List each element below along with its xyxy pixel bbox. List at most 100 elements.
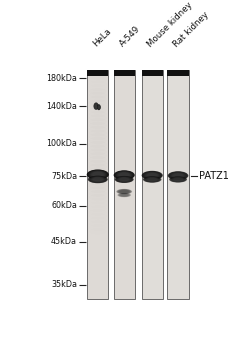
Ellipse shape xyxy=(119,194,129,197)
Ellipse shape xyxy=(87,169,109,180)
Ellipse shape xyxy=(91,171,105,178)
Ellipse shape xyxy=(91,172,104,178)
Ellipse shape xyxy=(171,177,186,182)
Ellipse shape xyxy=(171,177,185,182)
Ellipse shape xyxy=(116,189,132,194)
Ellipse shape xyxy=(116,172,132,179)
Ellipse shape xyxy=(120,194,128,196)
Ellipse shape xyxy=(115,176,133,183)
Ellipse shape xyxy=(143,172,161,179)
Ellipse shape xyxy=(117,177,131,182)
Ellipse shape xyxy=(115,171,133,179)
Ellipse shape xyxy=(144,176,161,182)
Ellipse shape xyxy=(118,189,130,194)
Text: 60kDa: 60kDa xyxy=(51,201,77,210)
Text: PATZ1: PATZ1 xyxy=(199,171,228,181)
Ellipse shape xyxy=(145,177,160,182)
Ellipse shape xyxy=(118,177,130,182)
Ellipse shape xyxy=(173,177,183,181)
Ellipse shape xyxy=(95,104,97,108)
Ellipse shape xyxy=(168,171,188,180)
Ellipse shape xyxy=(94,103,98,109)
Ellipse shape xyxy=(142,171,163,180)
Bar xyxy=(114,70,135,76)
Ellipse shape xyxy=(98,105,100,109)
Text: 140kDa: 140kDa xyxy=(46,102,77,111)
Ellipse shape xyxy=(118,172,130,178)
Ellipse shape xyxy=(148,178,157,181)
Ellipse shape xyxy=(94,104,98,109)
Text: HeLa: HeLa xyxy=(91,27,113,49)
Ellipse shape xyxy=(119,173,129,178)
Ellipse shape xyxy=(115,176,134,183)
Bar xyxy=(87,70,108,299)
Ellipse shape xyxy=(97,105,100,110)
Bar xyxy=(87,70,108,76)
Ellipse shape xyxy=(90,176,105,182)
Ellipse shape xyxy=(145,172,159,178)
Bar xyxy=(168,70,189,76)
Bar xyxy=(142,70,163,76)
Ellipse shape xyxy=(88,176,108,183)
Ellipse shape xyxy=(143,176,161,183)
Text: Rat kidney: Rat kidney xyxy=(172,10,211,49)
Ellipse shape xyxy=(116,176,132,182)
Ellipse shape xyxy=(95,104,98,108)
Text: 45kDa: 45kDa xyxy=(51,237,77,246)
Ellipse shape xyxy=(93,102,99,110)
Ellipse shape xyxy=(118,193,131,197)
Ellipse shape xyxy=(118,193,130,197)
Ellipse shape xyxy=(145,177,159,182)
Text: Mouse kidney: Mouse kidney xyxy=(146,0,194,49)
Ellipse shape xyxy=(94,103,98,109)
Ellipse shape xyxy=(94,103,99,110)
Ellipse shape xyxy=(90,176,106,183)
Ellipse shape xyxy=(98,105,100,109)
Ellipse shape xyxy=(117,189,132,194)
Ellipse shape xyxy=(117,193,131,197)
Ellipse shape xyxy=(142,171,162,180)
Ellipse shape xyxy=(92,177,104,182)
Ellipse shape xyxy=(90,171,106,178)
Ellipse shape xyxy=(88,170,108,179)
Text: 75kDa: 75kDa xyxy=(51,172,77,181)
Ellipse shape xyxy=(174,178,182,181)
Ellipse shape xyxy=(170,172,186,179)
Ellipse shape xyxy=(91,177,104,182)
Ellipse shape xyxy=(98,106,100,109)
Ellipse shape xyxy=(93,177,103,181)
Ellipse shape xyxy=(97,105,100,110)
Ellipse shape xyxy=(97,104,101,110)
Ellipse shape xyxy=(114,170,135,180)
Bar xyxy=(168,70,189,299)
Ellipse shape xyxy=(114,171,134,180)
Ellipse shape xyxy=(173,173,183,178)
Ellipse shape xyxy=(119,177,130,182)
Ellipse shape xyxy=(92,172,103,177)
Ellipse shape xyxy=(120,194,129,197)
Ellipse shape xyxy=(172,177,184,182)
Bar xyxy=(142,70,163,299)
Ellipse shape xyxy=(146,173,158,178)
Ellipse shape xyxy=(170,177,186,182)
Ellipse shape xyxy=(169,172,187,180)
Text: 180kDa: 180kDa xyxy=(46,74,77,83)
Text: A-549: A-549 xyxy=(118,25,142,49)
Ellipse shape xyxy=(144,172,160,179)
Ellipse shape xyxy=(147,177,158,181)
Ellipse shape xyxy=(97,105,100,110)
Ellipse shape xyxy=(120,177,129,181)
Ellipse shape xyxy=(171,173,185,179)
Bar xyxy=(114,70,135,299)
Ellipse shape xyxy=(119,190,129,194)
Text: 35kDa: 35kDa xyxy=(51,280,77,289)
Ellipse shape xyxy=(169,172,187,180)
Ellipse shape xyxy=(120,190,129,193)
Ellipse shape xyxy=(147,173,157,178)
Text: 100kDa: 100kDa xyxy=(46,139,77,148)
Ellipse shape xyxy=(89,170,107,179)
Ellipse shape xyxy=(117,172,131,178)
Ellipse shape xyxy=(172,173,184,178)
Ellipse shape xyxy=(146,177,158,182)
Ellipse shape xyxy=(89,176,107,183)
